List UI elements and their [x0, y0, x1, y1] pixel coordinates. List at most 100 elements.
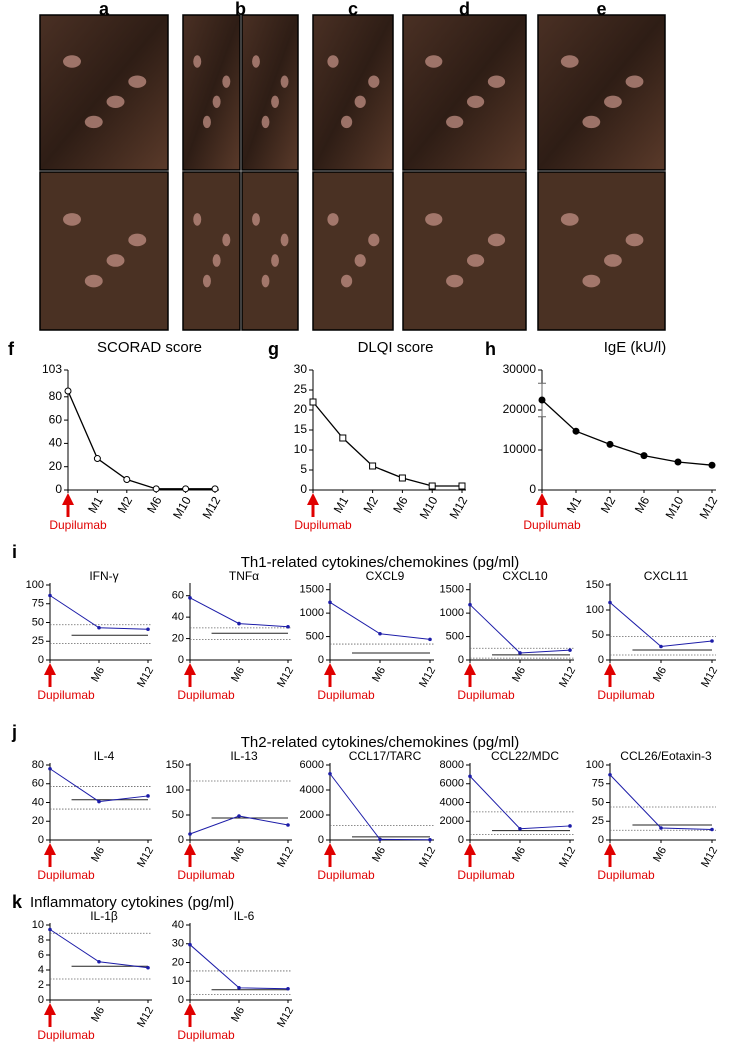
annotation: Dupilumab	[37, 868, 95, 882]
data-line	[541, 399, 713, 466]
group-title: Th2-related cytokines/chemokines (pg/ml)	[241, 734, 519, 751]
annotation: Dupilumab	[317, 868, 375, 882]
x-tick-label: M6	[632, 494, 653, 516]
photo-patch	[625, 75, 644, 88]
y-tick-label: 100	[166, 784, 184, 796]
data-point	[710, 827, 714, 832]
photo-patch	[604, 254, 622, 267]
photo-patch	[354, 254, 366, 267]
y-tick-label: 20	[294, 402, 308, 416]
data-line	[469, 775, 571, 830]
data-point	[428, 837, 432, 842]
data-point	[659, 644, 663, 649]
x-tick-label: M6	[510, 665, 528, 684]
photo-patch	[560, 55, 579, 68]
panel-letter: h	[485, 339, 496, 359]
y-tick-label: 150	[586, 579, 604, 591]
y-tick-label: 0	[300, 482, 307, 496]
annotation: Dupilumab	[37, 1028, 95, 1042]
photo-patch	[63, 213, 81, 226]
data-point	[518, 651, 522, 655]
x-tick-label: M12	[697, 494, 721, 521]
photo-patch	[271, 95, 279, 109]
x-tick-label: M12	[699, 845, 720, 870]
photo-patch	[252, 213, 260, 226]
x-tick-label: M1	[564, 494, 585, 516]
y-tick-label: 40	[32, 796, 44, 808]
chart-title: IL-1β	[90, 909, 118, 923]
chart-title: IL-4	[94, 749, 115, 763]
data-point	[237, 986, 241, 990]
chart-title: IL-6	[234, 909, 255, 923]
annotation: Dupilumab	[49, 518, 107, 532]
photo	[182, 171, 241, 331]
annotation: Dupilumab	[597, 688, 655, 702]
photo-patch	[212, 95, 221, 109]
data-line	[329, 773, 431, 841]
data-point	[97, 799, 101, 804]
data-point	[468, 774, 472, 779]
photo-patch	[425, 213, 443, 226]
y-tick-label: 15	[294, 422, 308, 436]
x-tick-label: M1	[85, 494, 106, 516]
y-tick-label: 4000	[300, 784, 324, 796]
data-point	[568, 648, 572, 652]
photo	[241, 171, 299, 331]
y-tick-label: 80	[32, 759, 44, 771]
x-tick-label: M10	[417, 494, 441, 521]
photo-patch	[327, 55, 339, 68]
photo	[39, 14, 169, 171]
x-tick-label: M10	[170, 494, 194, 521]
y-tick-label: 8000	[440, 759, 464, 771]
annotation: Dupilumab	[177, 868, 235, 882]
y-tick-label: 40	[49, 436, 63, 450]
photo-patch	[128, 75, 147, 88]
group-title: Inflammatory cytokines (pg/ml)	[30, 894, 234, 911]
photo-patch	[261, 274, 270, 288]
x-tick-label: M6	[229, 1005, 247, 1024]
x-tick-label: M6	[229, 845, 247, 864]
data-point	[606, 440, 614, 448]
data-line	[49, 595, 149, 630]
y-tick-label: 25	[592, 815, 604, 827]
photo-patch	[466, 95, 485, 109]
chart-title: CCL17/TARC	[349, 749, 422, 763]
photo-patch	[261, 115, 270, 129]
photo	[537, 14, 666, 171]
data-point	[572, 427, 580, 435]
x-tick-label: M6	[89, 665, 107, 684]
y-tick-label: 30000	[503, 362, 537, 376]
photo-patch	[341, 115, 353, 129]
data-line	[609, 602, 713, 648]
photo-patch	[280, 75, 289, 88]
data-point	[146, 627, 150, 632]
photo-patch	[252, 55, 260, 68]
data-point	[608, 600, 612, 605]
photo-patch	[368, 75, 380, 88]
x-tick-label: M6	[651, 845, 669, 864]
photo-patch	[202, 115, 211, 129]
photo-patch	[604, 95, 622, 109]
x-tick-label: M12	[699, 665, 720, 690]
data-point	[97, 959, 101, 964]
data-point	[309, 398, 317, 406]
x-tick-label: M6	[89, 845, 107, 864]
x-tick-label: M12	[275, 1005, 296, 1030]
panel-letter: c	[348, 0, 358, 19]
data-line	[189, 944, 289, 990]
y-tick-label: 100	[586, 759, 604, 771]
data-point	[182, 485, 190, 493]
y-tick-label: 0	[598, 654, 604, 666]
photo-patch	[487, 75, 506, 88]
data-point	[188, 832, 192, 836]
y-tick-label: 4000	[440, 796, 464, 808]
photo-patch	[106, 95, 125, 109]
data-point	[48, 927, 52, 932]
data-point	[369, 462, 377, 470]
y-tick-label: 5	[300, 462, 307, 476]
chart-title: CXCL9	[366, 569, 405, 583]
y-tick-label: 0	[178, 654, 184, 666]
panel-letter: e	[596, 0, 606, 19]
annotation: Dupilumab	[37, 688, 95, 702]
y-tick-label: 1000	[440, 607, 464, 619]
